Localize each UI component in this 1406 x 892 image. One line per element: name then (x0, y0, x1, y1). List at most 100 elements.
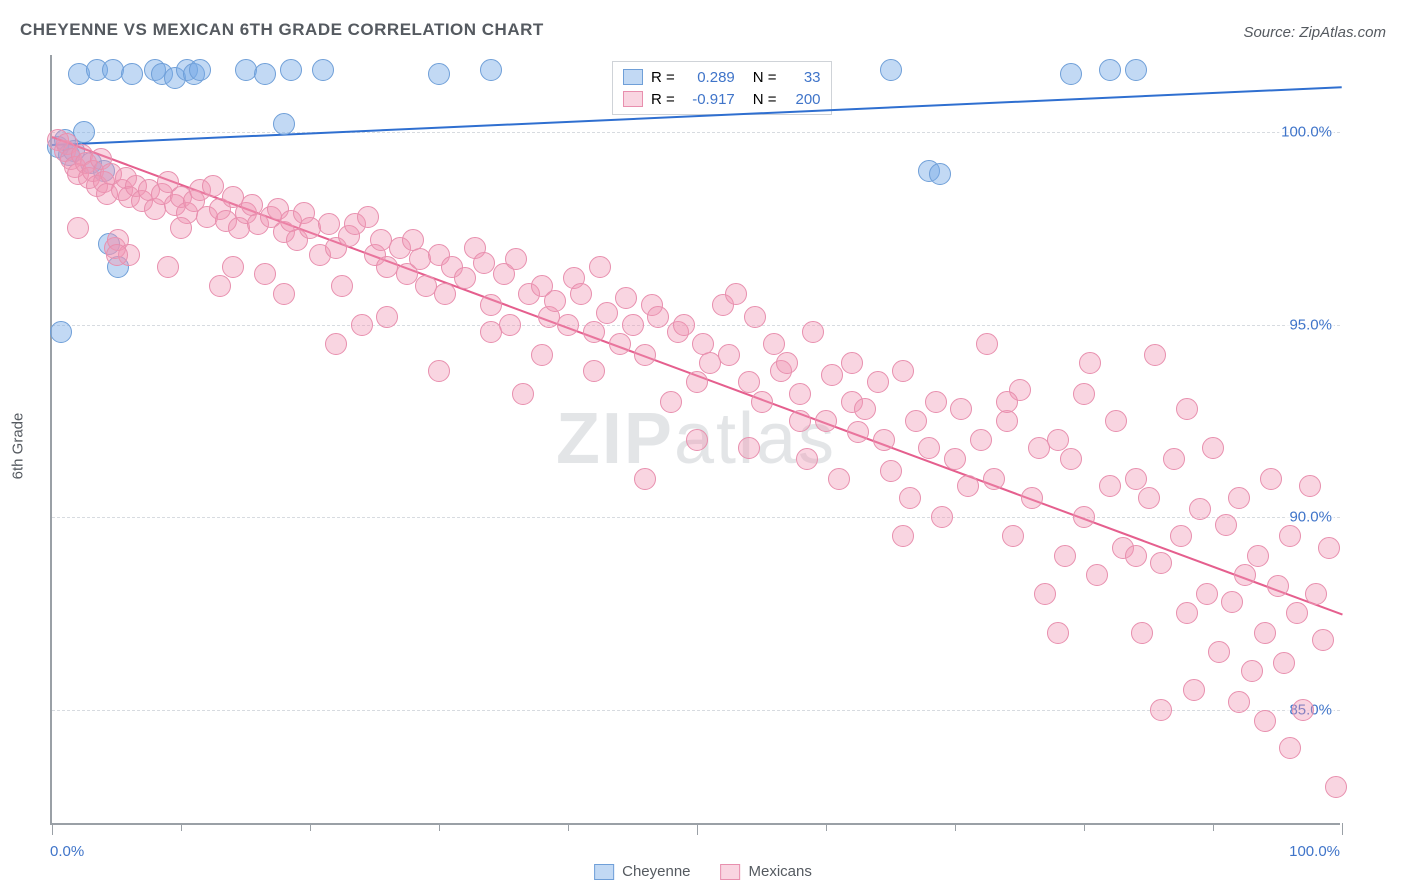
data-point-mexicans (589, 256, 611, 278)
data-point-mexicans (473, 252, 495, 274)
legend-item-mexicans: Mexicans (721, 863, 812, 880)
data-point-mexicans (512, 383, 534, 405)
r-value: -0.917 (683, 91, 735, 108)
data-point-cheyenne (312, 59, 334, 81)
data-point-mexicans (570, 283, 592, 305)
y-axis-label: 6th Grade (10, 413, 27, 480)
data-point-mexicans (1163, 448, 1185, 470)
data-point-mexicans (1125, 545, 1147, 567)
n-value: 200 (785, 91, 821, 108)
data-point-mexicans (1215, 514, 1237, 536)
gridline-h (52, 132, 1340, 133)
data-point-mexicans (660, 391, 682, 413)
data-point-mexicans (1241, 660, 1263, 682)
gridline-h (52, 710, 1340, 711)
data-point-mexicans (634, 344, 656, 366)
gridline-h (52, 325, 1340, 326)
x-tick (310, 823, 311, 831)
n-label: N = (753, 91, 777, 108)
data-point-mexicans (873, 429, 895, 451)
data-point-mexicans (1208, 641, 1230, 663)
data-point-mexicans (744, 306, 766, 328)
data-point-cheyenne (929, 163, 951, 185)
data-point-mexicans (996, 410, 1018, 432)
data-point-mexicans (157, 256, 179, 278)
data-point-mexicans (1079, 352, 1101, 374)
x-tick (52, 823, 53, 835)
data-point-mexicans (647, 306, 669, 328)
data-point-mexicans (931, 506, 953, 528)
data-point-mexicans (763, 333, 785, 355)
data-point-mexicans (725, 283, 747, 305)
gridline-h (52, 517, 1340, 518)
data-point-mexicans (1176, 398, 1198, 420)
scatter-plot-area: ZIPatlas R =0.289N =33R =-0.917N =200 85… (50, 55, 1340, 825)
data-point-mexicans (434, 283, 456, 305)
x-tick (439, 823, 440, 831)
data-point-mexicans (1150, 552, 1172, 574)
n-label: N = (753, 69, 777, 86)
data-point-mexicans (273, 283, 295, 305)
data-point-mexicans (976, 333, 998, 355)
data-point-mexicans (1228, 487, 1250, 509)
data-point-mexicans (899, 487, 921, 509)
data-point-mexicans (1086, 564, 1108, 586)
data-point-mexicans (325, 333, 347, 355)
data-point-mexicans (531, 344, 553, 366)
data-point-mexicans (480, 321, 502, 343)
data-point-mexicans (1060, 448, 1082, 470)
data-point-mexicans (996, 391, 1018, 413)
data-point-mexicans (544, 290, 566, 312)
data-point-mexicans (1170, 525, 1192, 547)
data-point-mexicans (854, 398, 876, 420)
data-point-mexicans (505, 248, 527, 270)
data-point-mexicans (828, 468, 850, 490)
data-point-mexicans (609, 333, 631, 355)
data-point-cheyenne (102, 59, 124, 81)
data-point-mexicans (1054, 545, 1076, 567)
data-point-mexicans (957, 475, 979, 497)
r-value: 0.289 (683, 69, 735, 86)
data-point-mexicans (357, 206, 379, 228)
data-point-mexicans (1292, 699, 1314, 721)
data-point-mexicans (1021, 487, 1043, 509)
data-point-mexicans (880, 460, 902, 482)
data-point-mexicans (1234, 564, 1256, 586)
legend-swatch (623, 91, 643, 107)
data-point-mexicans (918, 437, 940, 459)
data-point-mexicans (983, 468, 1005, 490)
data-point-mexicans (1073, 506, 1095, 528)
data-point-mexicans (892, 360, 914, 382)
data-point-mexicans (925, 391, 947, 413)
source-attribution: Source: ZipAtlas.com (1243, 24, 1386, 41)
data-point-mexicans (480, 294, 502, 316)
data-point-mexicans (1279, 737, 1301, 759)
x-axis-max-label: 100.0% (1289, 843, 1340, 860)
y-tick-label: 90.0% (1287, 509, 1334, 526)
data-point-mexicans (1254, 622, 1276, 644)
data-point-mexicans (318, 213, 340, 235)
data-point-mexicans (686, 429, 708, 451)
data-point-cheyenne (428, 63, 450, 85)
data-point-mexicans (1144, 344, 1166, 366)
x-tick (181, 823, 182, 831)
data-point-mexicans (1286, 602, 1308, 624)
legend-swatch (721, 864, 741, 880)
legend-swatch (594, 864, 614, 880)
data-point-mexicans (499, 314, 521, 336)
data-point-mexicans (1047, 429, 1069, 451)
data-point-mexicans (1202, 437, 1224, 459)
data-point-mexicans (1247, 545, 1269, 567)
r-label: R = (651, 91, 675, 108)
data-point-mexicans (944, 448, 966, 470)
data-point-cheyenne (1060, 63, 1082, 85)
data-point-mexicans (950, 398, 972, 420)
data-point-mexicans (847, 421, 869, 443)
x-tick (1084, 823, 1085, 831)
data-point-mexicans (776, 352, 798, 374)
data-point-mexicans (331, 275, 353, 297)
data-point-mexicans (1034, 583, 1056, 605)
data-point-mexicans (673, 314, 695, 336)
data-point-mexicans (1267, 575, 1289, 597)
y-tick-label: 95.0% (1287, 316, 1334, 333)
